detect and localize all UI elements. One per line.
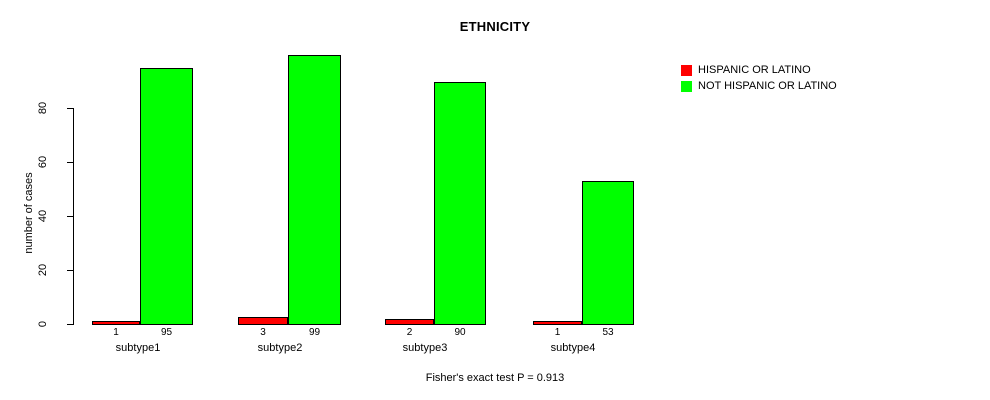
y-axis-line: [73, 108, 74, 325]
y-axis-label-0: 0: [37, 320, 49, 328]
legend-item-not-hispanic: NOT HISPANIC OR LATINO: [681, 78, 837, 94]
bar-value-subtype3-hispanic: 2: [406, 327, 413, 338]
y-axis-label-60: 60: [37, 155, 49, 169]
y-axis-tick-20: [67, 270, 73, 271]
bar-subtype2-hispanic: [238, 317, 288, 325]
group-label-subtype1: subtype1: [115, 342, 161, 354]
y-axis-label-20: 20: [37, 263, 49, 277]
bar-subtype3-not-hispanic: [434, 82, 486, 325]
y-axis-tick-0: [67, 324, 73, 325]
legend-swatch-green: [681, 80, 692, 92]
y-axis-title: number of cases: [23, 172, 35, 254]
y-axis-tick-60: [67, 162, 73, 163]
bar-subtype2-not-hispanic: [288, 55, 341, 325]
bar-subtype3-hispanic: [385, 319, 434, 325]
y-axis-tick-40: [67, 216, 73, 217]
group-label-subtype4: subtype4: [550, 342, 596, 354]
bar-subtype4-hispanic: [533, 321, 582, 325]
bar-subtype1-not-hispanic: [140, 68, 193, 325]
legend-item-hispanic: HISPANIC OR LATINO: [681, 62, 837, 78]
statistical-test-annotation: Fisher's exact test P = 0.913: [425, 372, 565, 384]
group-label-subtype2: subtype2: [257, 342, 303, 354]
bar-value-subtype3-not-hispanic: 90: [454, 327, 466, 338]
chart-title: ETHNICITY: [459, 19, 531, 34]
bar-value-subtype2-not-hispanic: 99: [308, 327, 321, 338]
bar-subtype1-hispanic: [92, 321, 140, 325]
bar-value-subtype2-hispanic: 3: [260, 327, 266, 338]
bar-value-subtype4-hispanic: 1: [554, 327, 561, 338]
y-axis-label-80: 80: [37, 101, 49, 115]
y-axis-label-40: 40: [37, 209, 49, 223]
bar-value-subtype4-not-hispanic: 53: [602, 327, 614, 338]
y-axis-tick-80: [67, 108, 73, 109]
bar-subtype4-not-hispanic: [582, 181, 634, 325]
bar-value-subtype1-hispanic: 1: [113, 327, 119, 338]
bar-value-subtype1-not-hispanic: 95: [160, 327, 173, 338]
legend-label-hispanic: HISPANIC OR LATINO: [698, 64, 811, 76]
legend-label-not-hispanic: NOT HISPANIC OR LATINO: [698, 80, 837, 92]
legend-swatch-red: [681, 64, 692, 76]
group-label-subtype3: subtype3: [402, 342, 448, 354]
legend: HISPANIC OR LATINO NOT HISPANIC OR LATIN…: [681, 62, 837, 94]
